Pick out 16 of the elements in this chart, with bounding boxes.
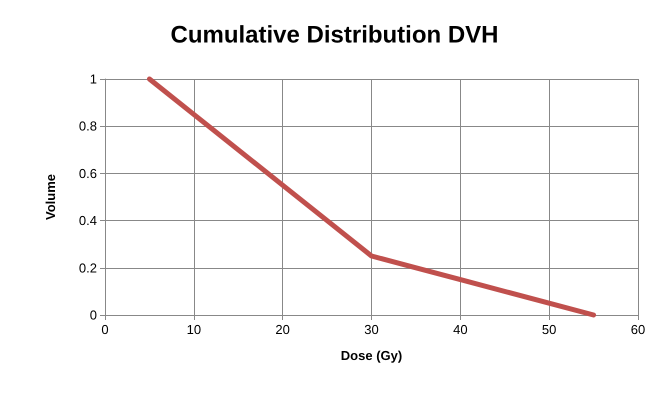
y-tick-label: 1	[90, 72, 97, 86]
x-tick-label: 60	[630, 322, 646, 337]
x-axis-title: Dose (Gy)	[340, 348, 402, 363]
x-tick-label: 20	[275, 322, 290, 337]
y-tick-label: 0	[90, 308, 97, 322]
chart-title: Cumulative Distribution DVH	[170, 22, 499, 48]
x-tick-label: 50	[542, 322, 556, 337]
x-tick-label: 10	[186, 322, 202, 337]
x-tick-label: 40	[453, 322, 468, 337]
y-tick-label: 0.2	[78, 260, 97, 276]
x-tick-label: 30	[364, 322, 379, 337]
y-axis-title: Volume	[43, 174, 58, 220]
y-tick-label: 0.6	[78, 166, 97, 181]
y-tick-label: 0.4	[78, 213, 97, 228]
x-tick-label: 0	[101, 322, 109, 337]
y-tick-label: 0.8	[78, 118, 97, 134]
